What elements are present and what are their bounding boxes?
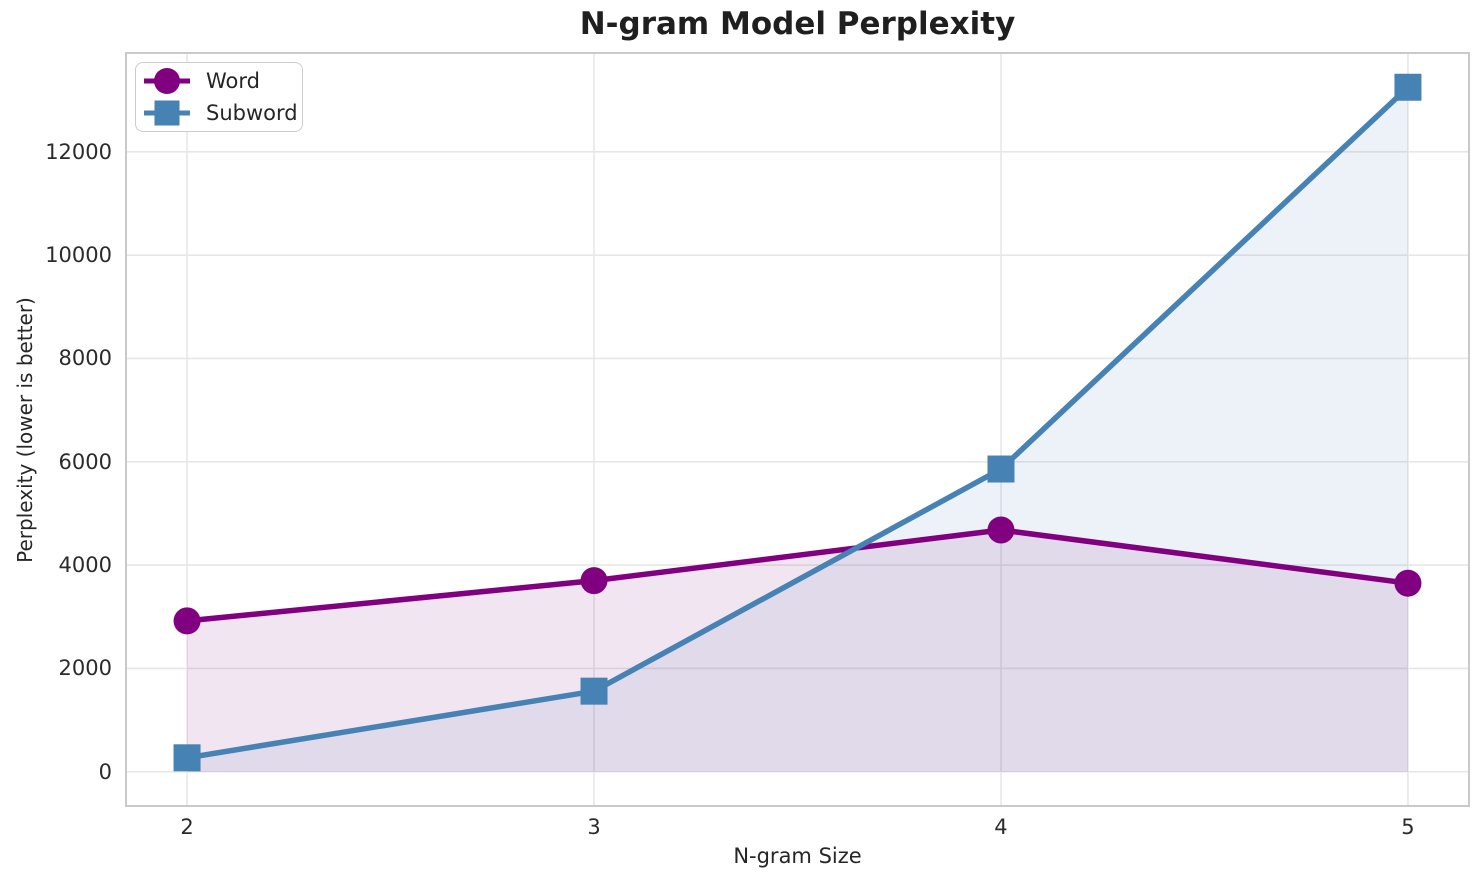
y-tick-label: 2000 xyxy=(58,656,112,681)
plot-border xyxy=(125,52,1470,807)
x-tick-label: 2 xyxy=(180,815,194,839)
y-tick-label: 12000 xyxy=(45,139,112,164)
legend-item-subword: Subword xyxy=(144,99,298,127)
legend-label-subword: Subword xyxy=(206,101,298,125)
subword-data-point xyxy=(987,455,1015,483)
y-tick-label: 4000 xyxy=(58,553,112,578)
subword-area-fill xyxy=(187,87,1408,772)
y-tick-label: 0 xyxy=(98,759,112,784)
x-tick-label: 4 xyxy=(994,815,1008,839)
word-line xyxy=(184,527,1411,624)
subword-data-point xyxy=(1394,73,1422,101)
subword-data-point xyxy=(580,677,608,705)
chart-title: N-gram Model Perplexity xyxy=(579,6,1016,42)
word-area-fill xyxy=(187,529,1408,772)
subword-data-point xyxy=(173,744,201,772)
subword-legend-marker-icon xyxy=(144,99,190,127)
y-tick-label: 10000 xyxy=(45,243,112,268)
word-legend-marker-icon xyxy=(144,67,190,95)
x-tick-label: 5 xyxy=(1401,815,1415,839)
y-axis-label: Perplexity (lower is better) xyxy=(13,297,37,563)
x-tick-label: 3 xyxy=(587,815,601,839)
word-data-point xyxy=(580,567,608,595)
y-tick-label: 6000 xyxy=(58,449,112,474)
word-data-point xyxy=(173,607,201,635)
legend: Word Subword xyxy=(135,62,303,132)
word-data-point xyxy=(1394,569,1422,597)
x-axis-label: N-gram Size xyxy=(733,844,862,868)
word-data-point xyxy=(987,516,1015,544)
subword-line xyxy=(184,84,1411,761)
y-tick-label: 8000 xyxy=(58,346,112,371)
legend-item-word: Word xyxy=(144,67,292,95)
legend-label-word: Word xyxy=(206,69,260,93)
